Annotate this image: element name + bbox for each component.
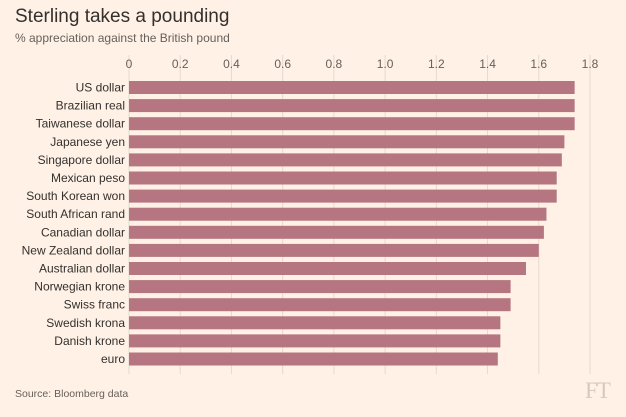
category-label: Swedish krona: [46, 316, 125, 330]
x-tick-label: 1.2: [428, 57, 445, 71]
category-label: US dollar: [76, 81, 125, 95]
bar: [129, 352, 498, 366]
bar: [129, 243, 539, 257]
bar: [129, 171, 557, 185]
category-label: Norwegian krone: [34, 280, 125, 294]
x-tick-label: 0.2: [172, 57, 189, 71]
x-tick-label: 1.6: [530, 57, 547, 71]
x-tick-label: 1.8: [582, 57, 599, 71]
bar: [129, 189, 557, 203]
category-label: South African rand: [26, 207, 125, 221]
bar: [129, 316, 501, 330]
bar: [129, 153, 562, 167]
chart-subtitle: % appreciation against the British pound: [15, 31, 230, 45]
bar: [129, 207, 547, 221]
x-tick-label: 0.8: [326, 57, 343, 71]
category-label: Australian dollar: [39, 262, 125, 276]
category-label: Taiwanese dollar: [36, 117, 125, 131]
bar: [129, 334, 501, 348]
tick-label-layer: 0 0.2 0.4 0.6 0.8 1.0 1.2 1.4 1.6 1.8: [126, 57, 599, 71]
bar: [129, 81, 575, 94]
source-note: Source: Bloomberg data: [15, 388, 129, 400]
bar: [129, 298, 511, 312]
x-tick-label: 1.0: [377, 57, 394, 71]
x-tick-label: 0.4: [223, 57, 240, 71]
bar: [129, 225, 544, 239]
bar-layer: [129, 81, 575, 366]
bar: [129, 117, 575, 131]
category-label: euro: [101, 352, 125, 366]
category-label: South Korean won: [26, 189, 125, 203]
bar: [129, 99, 575, 113]
chart-title: Sterling takes a pounding: [15, 6, 230, 27]
x-tick-label: 0: [126, 57, 133, 71]
category-label: Danish krone: [54, 334, 125, 348]
ft-logo: FT: [585, 378, 611, 403]
bar: [129, 262, 526, 275]
category-label-layer: US dollar Brazilian real Taiwanese dollar J…: [22, 81, 126, 367]
category-label: Singapore dollar: [38, 153, 125, 167]
category-label: New Zealand dollar: [22, 243, 125, 257]
category-label: Japanese yen: [50, 135, 125, 149]
bar: [129, 280, 511, 294]
x-tick-label: 0.6: [274, 57, 291, 71]
category-label: Swiss franc: [64, 298, 125, 312]
category-label: Mexican peso: [51, 171, 125, 185]
bar: [129, 135, 565, 149]
category-label: Canadian dollar: [41, 225, 125, 239]
x-tick-label: 1.4: [479, 57, 496, 71]
category-label: Brazilian real: [56, 99, 125, 113]
